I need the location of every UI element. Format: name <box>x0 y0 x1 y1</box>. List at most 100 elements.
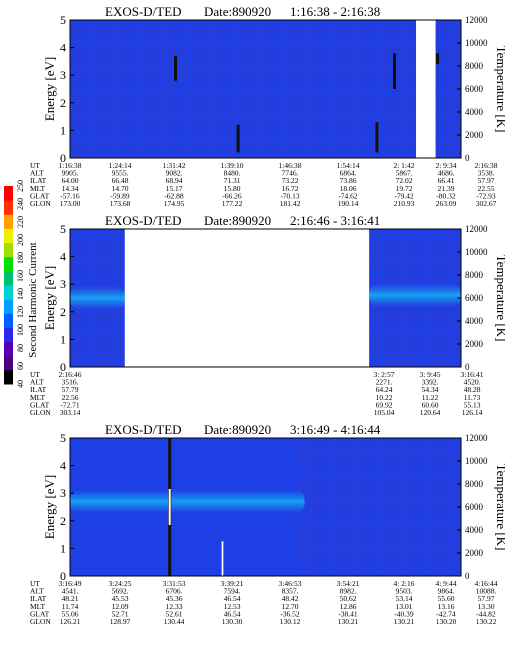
panel-3-cell: 3:24:25 <box>109 579 132 588</box>
panel-1-yticks: 0 1 2 3 4 5 0 2000 4000 6000 8000 10000 12000 <box>60 13 488 165</box>
panel-1-ytick-right-label: 12000 <box>465 15 488 25</box>
panel-2-row-label: GLON <box>30 408 51 417</box>
panel-1-ytick-label: 2 <box>60 96 66 110</box>
colorbar-swatch <box>4 341 13 357</box>
panel-2-energy-band-2 <box>369 283 461 308</box>
panel-1-cell: 4686. <box>438 169 455 178</box>
panel-1-cell: 174.95 <box>164 199 185 208</box>
panel-3-row-label: ILAT <box>30 594 47 603</box>
panel-1-row-label: UT <box>30 161 40 170</box>
panel-1-date: Date:890920 <box>204 4 271 19</box>
panel-3-cell: 4541. <box>62 587 79 596</box>
panel-2-ytick-right-label: 2000 <box>465 339 484 349</box>
panel-2-ytick-right-label: 12000 <box>465 224 488 234</box>
panel-1-ylabel-right: Temperature [K] <box>494 46 505 133</box>
panel-3-ytick-label: 3 <box>60 486 66 500</box>
panel-1-cell: 1:39:10 <box>221 161 244 170</box>
colorbar-swatch <box>4 256 13 272</box>
panel-3-title: EXOS-D/TED <box>105 422 182 437</box>
panel-2-ytick-right-label: 8000 <box>465 270 484 280</box>
panel-3-cell: 55.06 <box>62 609 79 618</box>
panel-1-row-label: GLAT <box>30 191 50 200</box>
panel-1-title: EXOS-D/TED <box>105 4 182 19</box>
panel-2-cell: 3: 2:57 <box>373 370 394 379</box>
panel-3-cell: 53.14 <box>396 594 413 603</box>
colorbar-swatches <box>4 186 13 385</box>
panel-3-cell: 3:16:49 <box>59 579 82 588</box>
panel-1-cell: 66.41 <box>438 176 455 185</box>
panel-3-cell: 52.61 <box>166 609 183 618</box>
panel-3-ytick-right-label: 8000 <box>465 479 484 489</box>
colorbar-tick-label: 180 <box>16 252 25 264</box>
panel-3-cell: 13.01 <box>396 602 413 611</box>
colorbar-swatch <box>4 214 13 229</box>
panel-1-data-gap-1 <box>416 20 436 158</box>
panel-3-ytick-right-label: 4000 <box>465 525 484 535</box>
panel-3-row-label: UT <box>30 579 40 588</box>
panel-2-yticks: 0 1 2 3 4 5 0 2000 4000 6000 8000 10000 12000 <box>60 222 488 374</box>
panel-1-cell: 18.06 <box>340 184 357 193</box>
panel-1-cell: 3538. <box>478 169 495 178</box>
panel-3-marks <box>70 438 305 578</box>
panel-3-ytick-right-label: 2000 <box>465 548 484 558</box>
panel-1-cell: -74.62 <box>338 191 358 200</box>
panel-1-cell: 5867. <box>396 169 413 178</box>
panel-3-cell: 4: 2:16 <box>393 579 414 588</box>
panel-2-ytick-right-label: 0 <box>465 362 470 372</box>
colorbar-ticks: 40 60 80 100 120 140 160 180 200 220 240 250 <box>16 180 25 388</box>
panel-3-energy-band-1 <box>70 489 305 514</box>
panel-1-cell: 14.34 <box>62 184 79 193</box>
panel-1-cell: 1:46:38 <box>279 161 302 170</box>
panel-1-cell: 181.42 <box>280 199 301 208</box>
panel-3-cell: 46.54 <box>224 609 241 618</box>
panel-3-ytick-label: 4 <box>60 459 66 473</box>
panel-2-ytick-label: 3 <box>60 277 66 291</box>
panel-3-cell: 130.22 <box>476 617 497 626</box>
panel-2-marks <box>70 229 461 367</box>
panel-3-cell: 57.97 <box>478 594 495 603</box>
panel-2-ytick-right-label: 10000 <box>465 247 488 257</box>
colorbar-tick-label: 120 <box>16 306 25 318</box>
panel-1-cell: -59.89 <box>110 191 130 200</box>
panel-3-cell: 8982. <box>340 587 357 596</box>
panel-2-time-range: 2:16:46 - 3:16:41 <box>290 213 380 228</box>
panel-3-cell: 45.53 <box>112 594 129 603</box>
colorbar-tick-label: 40 <box>16 380 25 388</box>
panel-2-row-label: GLAT <box>30 400 50 409</box>
colorbar-swatch <box>4 313 13 328</box>
colorbar-swatch <box>4 355 13 371</box>
panel-1-cell: 19.72 <box>396 184 413 193</box>
panel-1-cell: 1:31:42 <box>163 161 186 170</box>
panel-1-cell: -57.16 <box>60 191 80 200</box>
colorbar-tick-label: 250 <box>16 180 25 192</box>
panel-3-row-label: MLT <box>30 602 46 611</box>
panel-3-cell: 130.21 <box>338 617 359 626</box>
colorbar: 40 60 80 100 120 140 160 180 200 220 240 250 Second… <box>4 180 39 388</box>
panel-1-ytick-label: 5 <box>60 13 66 27</box>
panel-2-ytick-label: 4 <box>60 250 66 264</box>
panel-2-cell: 55.13 <box>464 400 481 409</box>
panel-1-ytick-right-label: 0 <box>465 153 470 163</box>
panel-3-cell: 48.21 <box>62 594 79 603</box>
panel-2-cell: 303.14 <box>60 408 81 417</box>
panel-3-cell: 46.54 <box>224 594 241 603</box>
panel-1-row-label: ILAT <box>30 176 47 185</box>
colorbar-swatch <box>4 299 13 314</box>
panel-1-ytick-label: 4 <box>60 41 66 55</box>
panel-3-cell: 9864. <box>438 587 455 596</box>
panel-3-cell: -42.74 <box>436 609 456 618</box>
panel-2-cell: 120.64 <box>420 408 441 417</box>
colorbar-tick-label: 140 <box>16 288 25 300</box>
panel-3-cell: 12.53 <box>224 602 241 611</box>
panel-1-cell: 21.39 <box>438 184 455 193</box>
panel-3-ytick-right-label: 12000 <box>465 433 488 443</box>
panel-2-cell: -72.71 <box>60 400 80 409</box>
panel-3-cell: 10088. <box>476 587 497 596</box>
panel-2-cell: 57.79 <box>62 385 79 394</box>
panel-3-cell: 8357. <box>282 587 299 596</box>
panel-1-row-label: ALT <box>30 169 44 178</box>
panel-1-ylabel: Energy [eV] <box>42 57 57 121</box>
panel-1-cell: 57.97 <box>478 176 495 185</box>
panel-1-cell: 2: 9:34 <box>435 161 456 170</box>
panel-2-cell: 54.34 <box>422 385 439 394</box>
